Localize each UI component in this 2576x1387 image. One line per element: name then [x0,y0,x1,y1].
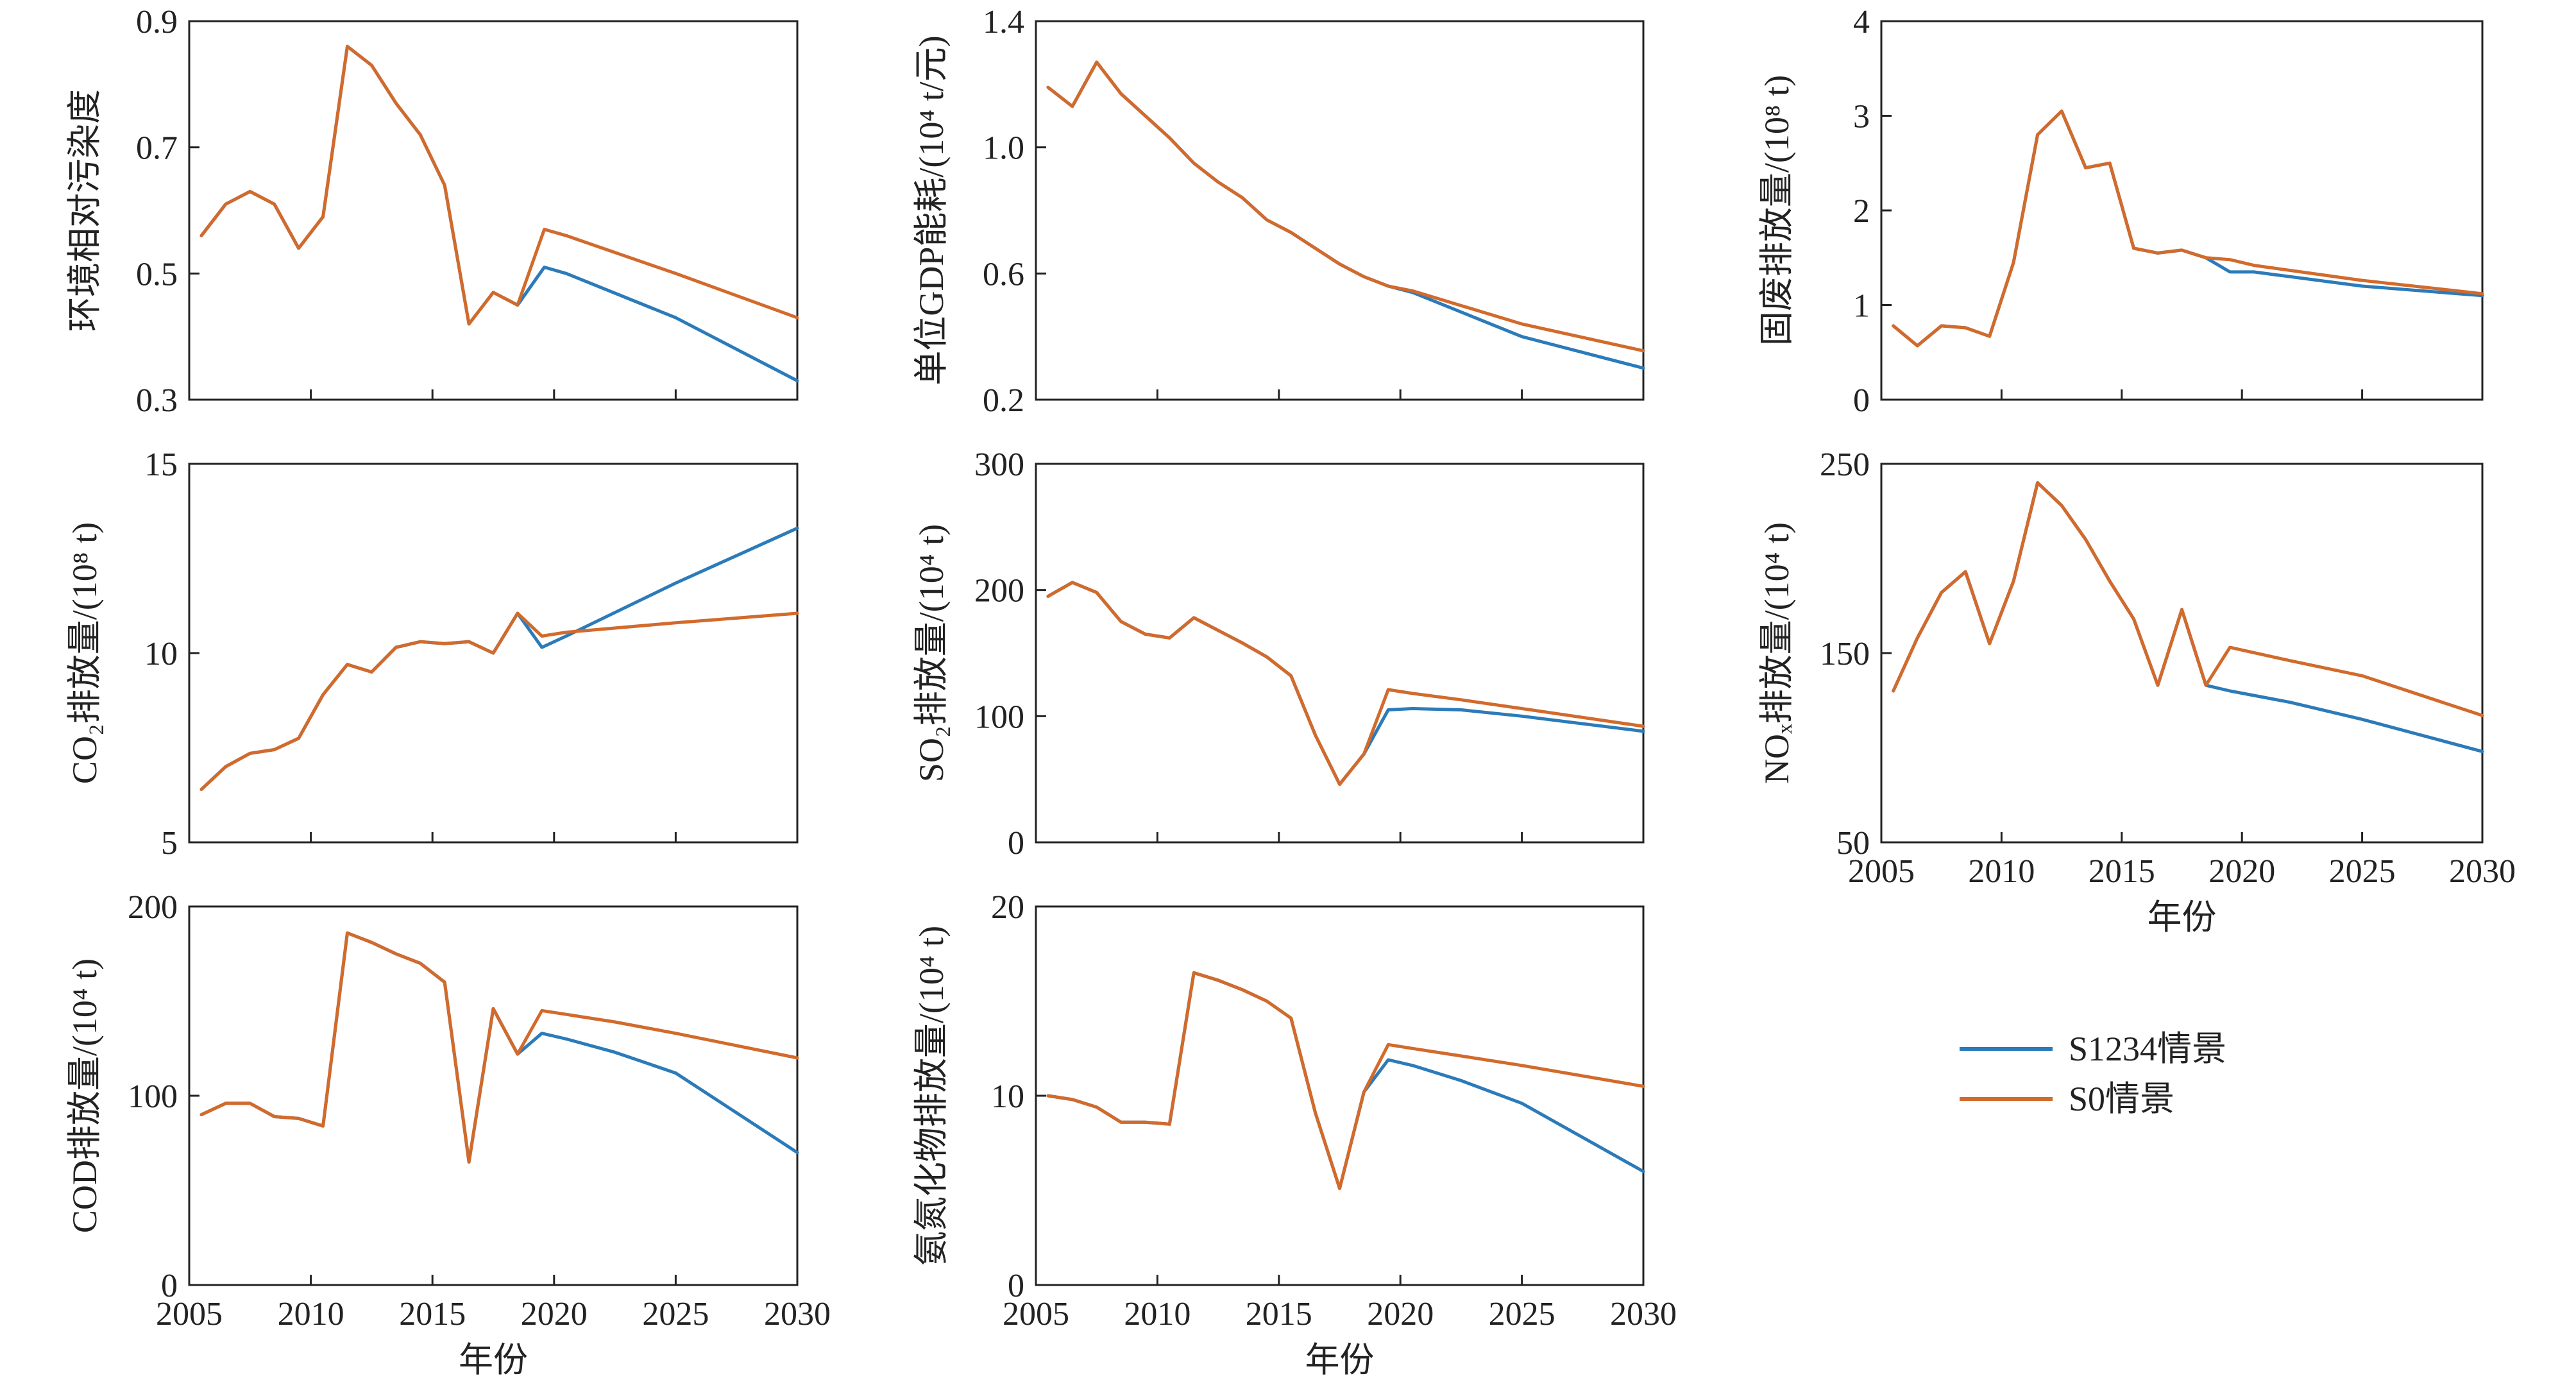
y-tick-label: 1.4 [983,4,1024,40]
y-axis-label: 固废排放量/(10⁸ t) [1758,75,1796,346]
y-axis-label: 环境相对污染度 [65,89,104,332]
series-line-s0 [199,931,799,1164]
series-line-s0 [1892,481,2484,717]
x-tick-label: 2010 [1968,853,2035,890]
y-tick-label: 200 [974,573,1024,609]
y-tick-label: 4 [1853,4,1870,40]
y-tick-label: 0.6 [983,256,1024,293]
x-tick-label: 2030 [764,1296,831,1332]
y-axis-label: 单位GDP能耗/(10⁴ t/元) [912,35,951,385]
series-line-s0 [1892,109,2484,348]
chart-panel-4: 5 10 15 CO₂排放量/(10⁸ t) [65,447,799,862]
y-tick-label: 0 [161,1268,178,1304]
chart-panel-7: 2005 2010 2015 2020 2025 2030 0 100 200 COD排放量/(1… [65,889,831,1380]
plot-frame [1035,905,1645,1286]
x-tick-label: 2015 [1246,1296,1312,1332]
legend-label-s0: S0情景 [2069,1080,2174,1118]
y-tick-label: 15 [144,447,178,483]
series-line-s1234 [199,931,799,1164]
x-tick-label: 2015 [2089,853,2155,890]
chart-panel-1: 0.3 0.5 0.7 0.9 环境相对污染度 [65,4,799,419]
plot-frame [188,20,799,401]
series-line-s0 [1046,971,1645,1190]
chart-panel-2: 0.2 0.6 1.0 1.4 单位GDP能耗/(10⁴ t/元) [912,4,1645,419]
y-tick-label: 10 [144,636,178,672]
y-tick-label: 0.3 [136,382,178,419]
series-line-s1234 [199,44,799,382]
y-tick-label: 10 [991,1078,1024,1115]
x-tick-label: 2025 [642,1296,709,1332]
x-tick-label: 2010 [278,1296,344,1332]
y-tick-label: 0 [1008,825,1024,862]
series-line-s1234 [1046,971,1645,1190]
y-tick-label: 1 [1853,288,1870,325]
y-tick-label: 0.5 [136,256,178,293]
plot-frame [1035,463,1645,844]
series-line-s0 [1046,60,1645,353]
series-line-s0 [199,44,799,326]
legend-label-s1234: S1234情景 [2069,1030,2226,1068]
x-tick-label: 2020 [1367,1296,1434,1332]
y-tick-label: 20 [991,889,1024,926]
chart-panel-5: 0 100 200 300 SO₂排放量/(10⁴ t) [912,447,1645,862]
series-line-s0 [199,611,799,791]
y-tick-label: 0.9 [136,4,178,40]
y-tick-label: 0.2 [983,382,1024,419]
x-tick-label: 2015 [399,1296,466,1332]
x-tick-label: 2005 [1848,853,1915,890]
x-tick-label: 2010 [1124,1296,1191,1332]
x-tick-label: 2005 [156,1296,223,1332]
chart-panel-3: 0 1 2 3 4 固废排放量/(10⁸ t) [1758,4,2484,419]
y-tick-label: 100 [974,699,1024,735]
series-line-s1234 [199,526,799,791]
y-tick-label: 0 [1853,382,1870,419]
plot-frame [1880,20,2484,401]
x-tick-label: 2020 [521,1296,588,1332]
series-line-s1234 [1892,109,2484,348]
y-tick-label: 0 [1008,1268,1024,1304]
x-tick-label: 2025 [2329,853,2396,890]
y-tick-label: 3 [1853,99,1870,135]
y-axis-label: SO₂排放量/(10⁴ t) [912,524,951,782]
y-tick-label: 250 [1820,447,1870,483]
y-tick-label: 200 [128,889,178,926]
y-tick-label: 1.0 [983,130,1024,167]
series-line-s0 [1046,581,1645,786]
panels: 0.3 0.5 0.7 0.9 环境相对污染度 0.2 0.6 1.0 1.4 单位GDP能耗/(… [65,4,2516,1380]
x-tick-label: 2030 [1610,1296,1677,1332]
x-axis-label: 年份 [459,1340,528,1380]
chart-panel-8: 2005 2010 2015 2020 2025 2030 0 10 20 氨氮化物排放量/(10… [912,889,1677,1380]
y-axis-label: COD排放量/(10⁴ t) [65,958,104,1233]
y-axis-label: CO₂排放量/(10⁸ t) [65,522,104,784]
y-tick-label: 150 [1820,636,1870,672]
y-tick-label: 2 [1853,193,1870,230]
plot-frame [1880,463,2484,844]
plot-frame [1035,20,1645,401]
x-axis-label: 年份 [1305,1340,1375,1380]
x-tick-label: 2005 [1003,1296,1069,1332]
chart-panel-6: 2005 2010 2015 2020 2025 2030 50 150 250 NOₓ排放量/(… [1758,447,2516,937]
x-tick-label: 2030 [2449,853,2516,890]
y-axis-label: NOₓ排放量/(10⁴ t) [1758,522,1796,784]
y-tick-label: 50 [1836,825,1870,862]
legend: S1234情景 S0情景 [1960,1030,2226,1118]
x-tick-label: 2020 [2208,853,2275,890]
series-line-s1234 [1046,581,1645,786]
y-axis-label: 氨氮化物排放量/(10⁴ t) [912,926,951,1266]
plot-frame [188,905,799,1286]
x-axis-label: 年份 [2148,897,2217,937]
x-tick-label: 2025 [1489,1296,1555,1332]
y-tick-label: 300 [974,447,1024,483]
y-tick-label: 100 [128,1078,178,1115]
y-tick-label: 5 [161,825,178,862]
y-tick-label: 0.7 [136,130,178,167]
